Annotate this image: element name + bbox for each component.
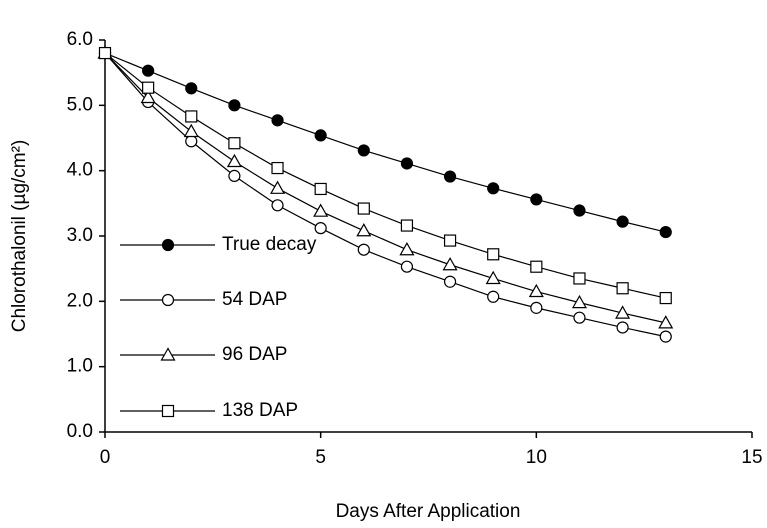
data-point (140, 89, 156, 104)
data-point (357, 144, 370, 157)
x-tick-label: 5 (315, 447, 326, 468)
y-tick-label: 5.0 (67, 94, 93, 115)
data-point (616, 215, 629, 228)
data-point (530, 260, 543, 273)
data-point (228, 169, 241, 182)
data-point (616, 321, 629, 334)
data-point (228, 137, 241, 150)
y-axis-label: Chlorothalonil (µg/cm²) (9, 140, 30, 333)
legend-label: 96 DAP (222, 344, 287, 365)
data-point (573, 272, 586, 285)
data-point (357, 243, 370, 256)
series-line (104, 52, 666, 338)
data-point (400, 157, 414, 170)
data-point (528, 283, 544, 298)
x-tick-label: 0 (100, 447, 111, 468)
data-point (573, 311, 586, 324)
data-point (658, 315, 674, 329)
data-point (356, 223, 372, 237)
data-point (615, 305, 631, 319)
y-tick-label: 0.0 (67, 421, 93, 442)
data-point (487, 248, 500, 261)
y-tick-label: 3.0 (67, 225, 93, 246)
legend-label: True decay (222, 234, 317, 255)
data-point (443, 275, 457, 288)
data-point (659, 330, 672, 343)
data-point (616, 282, 629, 295)
x-tick-label: 10 (526, 447, 547, 468)
data-point (659, 291, 672, 305)
data-point (270, 180, 286, 194)
x-axis-label: Days After Application (336, 501, 521, 522)
data-point (400, 219, 414, 232)
data-point (185, 110, 198, 123)
data-point (313, 203, 329, 217)
legend-label: 138 DAP (222, 400, 298, 421)
data-point (314, 182, 327, 196)
data-point (142, 81, 155, 94)
data-point (659, 225, 672, 239)
data-point (185, 135, 198, 148)
y-tick-label: 6.0 (67, 29, 93, 50)
data-point (185, 82, 198, 95)
series-line (104, 52, 666, 299)
data-point (357, 202, 370, 215)
legend-label: 54 DAP (222, 289, 287, 310)
data-point (571, 294, 587, 309)
legend-marker (160, 347, 176, 361)
data-point (183, 123, 199, 138)
y-tick-label: 2.0 (67, 290, 93, 311)
data-point (443, 234, 457, 247)
data-point (573, 204, 586, 217)
data-point (530, 193, 543, 206)
data-point (271, 161, 284, 175)
data-point (443, 170, 457, 183)
data-point (442, 257, 458, 271)
y-tick-label: 1.0 (67, 356, 93, 377)
data-point (271, 199, 284, 212)
legend-marker (161, 238, 175, 252)
data-point (314, 222, 327, 235)
data-point (226, 153, 242, 168)
data-point (487, 182, 500, 195)
data-point (487, 290, 500, 303)
data-point (98, 46, 112, 60)
legend-marker (161, 404, 175, 418)
data-point (399, 242, 415, 256)
data-point (142, 64, 155, 77)
data-point (400, 260, 414, 273)
x-tick-label: 15 (741, 447, 762, 468)
data-point (314, 129, 327, 142)
y-tick-label: 4.0 (67, 160, 93, 181)
legend-marker (161, 293, 175, 307)
data-point (530, 301, 543, 314)
data-point (228, 99, 241, 112)
data-point (485, 270, 501, 285)
data-point (271, 114, 284, 127)
series-line (104, 52, 666, 233)
